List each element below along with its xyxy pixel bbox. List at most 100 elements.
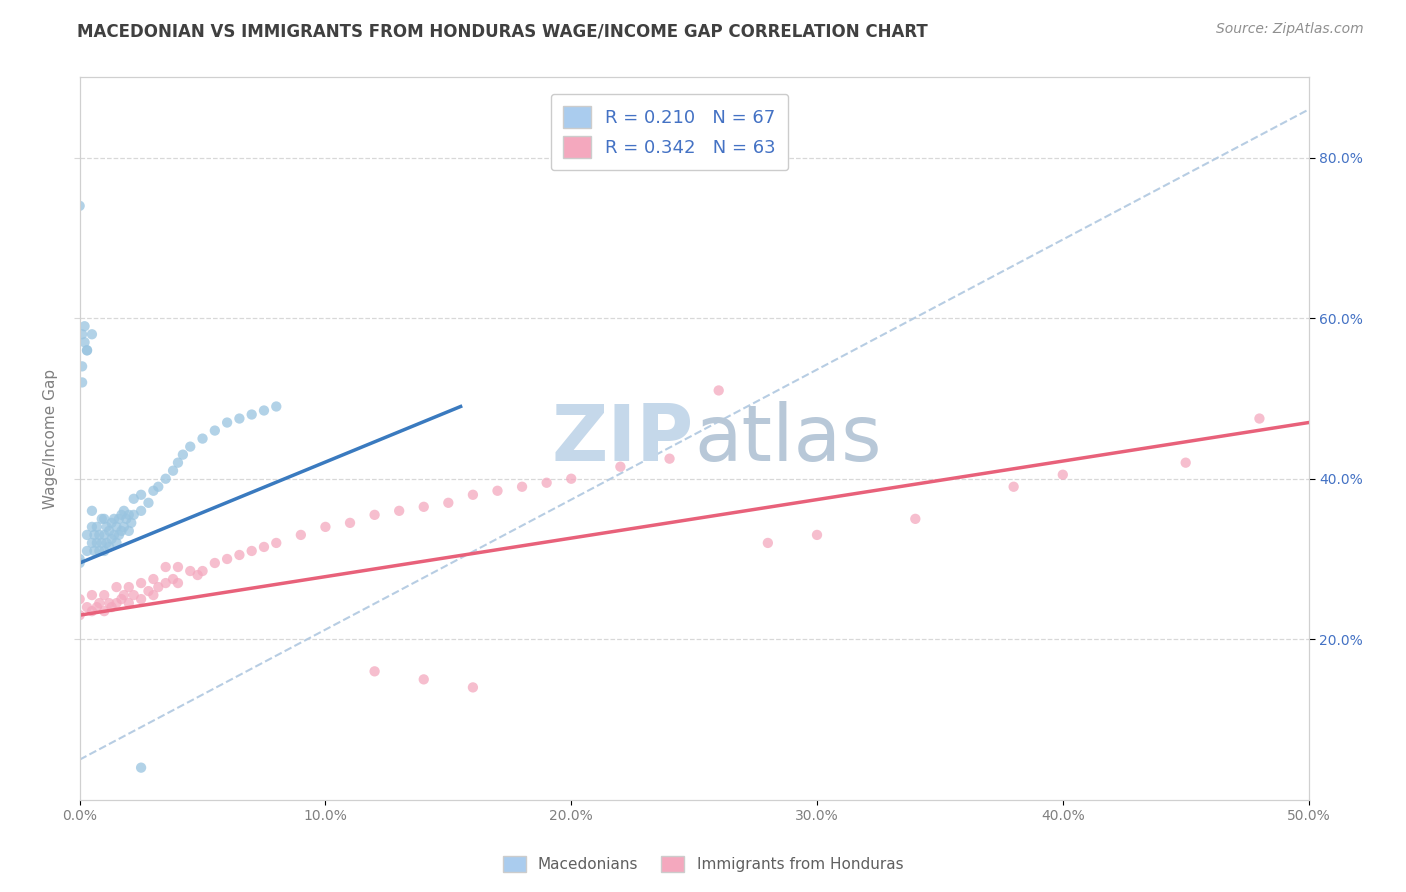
Point [253,403,276,417]
Point [115,512,138,526]
Point [89,528,111,542]
Point [756,536,779,550]
Point [110,592,132,607]
Point [93,544,115,558]
Point [76,528,98,542]
Point [98,524,121,538]
Point [110,508,132,522]
Point [70,376,93,390]
Point [93,588,115,602]
Point [162,464,184,478]
Point [122,508,145,522]
Point [80,604,103,618]
Point [108,528,131,542]
Point [118,508,141,522]
Point [120,516,142,530]
Point [609,459,631,474]
Point [536,475,558,490]
Point [93,512,115,526]
Point [167,576,190,591]
Point [217,552,239,566]
Point [69,608,91,623]
Point [167,560,190,574]
Point [461,488,484,502]
Point [228,548,250,562]
Point [100,532,122,546]
Point [89,544,111,558]
Point [118,596,141,610]
Point [105,520,128,534]
Point [73,335,96,350]
Point [76,544,98,558]
Point [253,540,276,554]
Point [98,540,121,554]
Point [510,480,533,494]
Point [122,491,145,506]
Point [148,580,170,594]
Point [83,528,105,542]
Point [167,456,190,470]
Point [112,504,135,518]
Point [437,496,460,510]
Point [69,552,91,566]
Point [83,544,105,558]
Point [162,572,184,586]
Point [1052,467,1074,482]
Point [103,528,125,542]
Point [217,416,239,430]
Point [179,564,201,578]
Point [658,451,681,466]
Point [80,327,103,342]
Point [155,560,177,574]
Point [707,384,730,398]
Point [112,588,135,602]
Point [228,411,250,425]
Point [73,319,96,334]
Point [129,761,152,775]
Point [461,681,484,695]
Point [138,496,160,510]
Point [486,483,509,498]
Point [105,536,128,550]
Point [363,508,385,522]
Point [80,520,103,534]
Point [142,572,165,586]
Point [103,512,125,526]
Point [129,504,152,518]
Legend: R = 0.210   N = 67, R = 0.342   N = 63: R = 0.210 N = 67, R = 0.342 N = 63 [551,94,789,170]
Legend: Macedonians, Immigrants from Honduras: Macedonians, Immigrants from Honduras [495,848,911,880]
Point [69,199,91,213]
Point [86,600,108,615]
Point [69,592,91,607]
Point [363,665,385,679]
Point [93,528,115,542]
Point [314,520,336,534]
Text: Source: ZipAtlas.com: Source: ZipAtlas.com [1216,22,1364,37]
Point [129,592,152,607]
Point [191,432,214,446]
Point [89,596,111,610]
Point [339,516,361,530]
Point [264,400,287,414]
Point [80,504,103,518]
Point [80,588,103,602]
Point [118,580,141,594]
Point [90,536,112,550]
Point [100,600,122,615]
Point [240,544,263,558]
Point [129,576,152,591]
Point [70,359,93,374]
Point [93,604,115,618]
Point [191,564,214,578]
Point [100,516,122,530]
Point [86,520,108,534]
Point [560,472,582,486]
Point [138,584,160,599]
Point [69,556,91,570]
Point [806,528,828,542]
Point [290,528,312,542]
Point [142,483,165,498]
Point [129,488,152,502]
Text: ZIP: ZIP [553,401,695,476]
Point [187,568,209,582]
